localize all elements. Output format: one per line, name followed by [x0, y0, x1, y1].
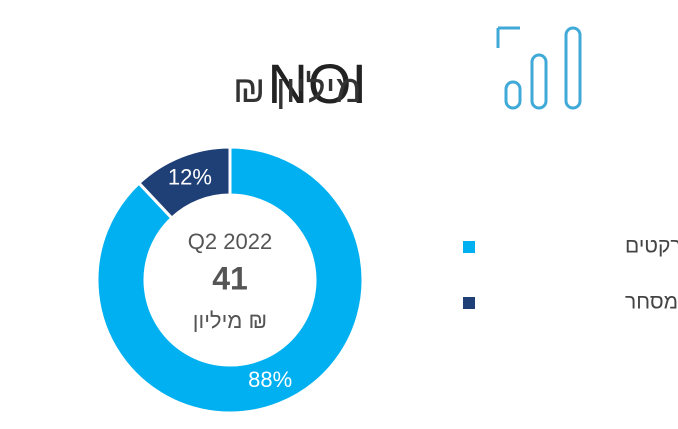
legend-label: סופרמרקטים	[625, 235, 678, 258]
chart-subtitle: מיליון ₪	[233, 69, 362, 111]
icon	[496, 26, 582, 110]
data-label: 88%	[248, 367, 292, 392]
legend-swatch	[463, 241, 475, 253]
donut-slice	[95, 145, 365, 415]
center-value: 41	[212, 260, 248, 296]
data-label: 12%	[168, 164, 212, 189]
center-unit: מיליון ₪	[193, 308, 267, 333]
legend-swatch	[463, 297, 475, 309]
legend-label: שטחי מסחר	[625, 291, 678, 314]
donut-slice	[136, 145, 232, 221]
center-label: Q2 2022	[188, 229, 272, 254]
chart-title: NOI	[267, 52, 367, 115]
